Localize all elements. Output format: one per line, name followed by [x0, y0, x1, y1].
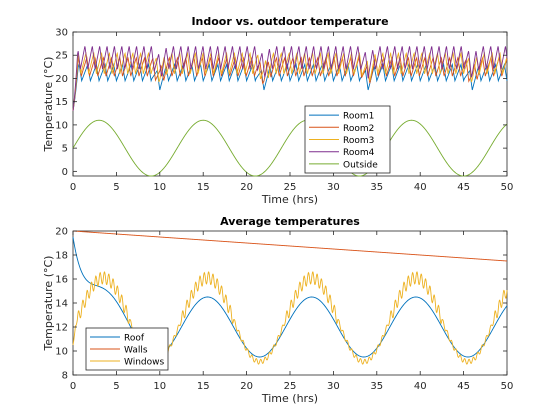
chart-top-xtick-label: 15 — [197, 182, 210, 193]
chart-top-plot: 0 5 10 15 20 25 30 35 40 45 50 0 5 10 15 20 25 30 — [55, 28, 513, 194]
chart-top-ytick-label: 0 — [62, 167, 68, 178]
chart-bottom-xtick-label: 15 — [197, 381, 210, 392]
chart-bottom-xtick-label: 20 — [240, 381, 253, 392]
chart-top-ytick-label: 15 — [55, 97, 68, 108]
chart-bottom-xtick-label: 25 — [284, 381, 297, 392]
chart-bottom-title: Average temperatures — [220, 215, 360, 228]
chart-top-legend: Room1 Room2 Room3 Room4 Outside — [304, 105, 391, 174]
chart-top: Indoor vs. outdoor temperature 0 5 10 15 20 2… — [42, 15, 513, 206]
chart-bottom-xtick-label: 30 — [327, 381, 340, 392]
chart-top-xtick-label: 45 — [457, 182, 470, 193]
chart-top-ytick-label: 30 — [55, 28, 68, 39]
chart-bottom-legend-label-roof: Roof — [124, 334, 145, 344]
chart-top-xtick-label: 35 — [370, 182, 383, 193]
chart-top-ytick-label: 20 — [55, 74, 68, 85]
chart-top-xtick-label: 10 — [153, 182, 166, 193]
chart-top-legend-label-room3: Room3 — [343, 136, 374, 146]
chart-bottom-line-walls — [72, 230, 508, 262]
chart-bottom-ylabel: Temperature (°C) — [42, 256, 55, 352]
chart-top-xtick-label: 5 — [113, 182, 119, 193]
chart-bottom-xlabel: Time (hrs) — [261, 392, 318, 405]
chart-top-line-room4 — [72, 46, 508, 112]
chart-bottom: Average temperatures 0 5 10 15 20 25 30 35 40 45 5… — [42, 215, 513, 405]
chart-bottom-xtick-label: 35 — [370, 381, 383, 392]
chart-bottom-ticks: 0 5 10 15 20 25 30 35 40 45 50 8 10 12 14 16 18 20 — [55, 227, 513, 393]
chart-top-xtick-label: 25 — [284, 182, 297, 193]
chart-top-xtick-label: 40 — [414, 182, 427, 193]
chart-top-ylabel: Temperature (°C) — [42, 57, 55, 153]
chart-bottom-xtick-label: 0 — [70, 381, 76, 392]
chart-bottom-legend: Roof Walls Windows — [85, 327, 169, 371]
chart-top-series — [72, 46, 508, 177]
chart-bottom-ytick-label: 16 — [55, 275, 68, 286]
chart-top-xtick-label: 30 — [327, 182, 340, 193]
chart-top-line-room3 — [72, 51, 508, 112]
chart-bottom-xtick-label: 45 — [457, 381, 470, 392]
chart-bottom-ytick-label: 14 — [55, 299, 68, 310]
chart-bottom-legend-label-windows: Windows — [124, 358, 164, 368]
chart-top-ytick-label: 10 — [55, 120, 68, 131]
chart-top-ytick-label: 25 — [55, 51, 68, 62]
chart-top-line-outside — [72, 119, 508, 177]
chart-bottom-xtick-label: 5 — [113, 381, 119, 392]
chart-top-legend-label-room1: Room1 — [343, 112, 374, 122]
chart-top-ytick-label: 5 — [62, 144, 68, 155]
chart-bottom-ytick-label: 8 — [62, 371, 68, 382]
chart-top-xlabel: Time (hrs) — [261, 193, 318, 206]
chart-bottom-ytick-label: 18 — [55, 251, 68, 262]
chart-bottom-ytick-label: 12 — [55, 323, 68, 334]
chart-bottom-ytick-label: 10 — [55, 347, 68, 358]
chart-bottom-legend-label-walls: Walls — [124, 346, 148, 356]
chart-top-legend-label-outside: Outside — [343, 160, 378, 170]
chart-bottom-ytick-label: 20 — [55, 227, 68, 238]
chart-top-legend-label-room2: Room2 — [343, 124, 374, 134]
chart-bottom-xtick-label: 10 — [153, 381, 166, 392]
chart-bottom-xtick-label: 50 — [501, 381, 514, 392]
chart-top-ticks: 0 5 10 15 20 25 30 35 40 45 50 0 5 10 15 20 25 30 — [55, 28, 513, 194]
chart-top-legend-label-room4: Room4 — [343, 148, 375, 158]
chart-top-xtick-label: 0 — [70, 182, 76, 193]
chart-top-xtick-label: 20 — [240, 182, 253, 193]
chart-top-title: Indoor vs. outdoor temperature — [191, 15, 388, 28]
chart-bottom-xtick-label: 40 — [414, 381, 427, 392]
chart-top-xtick-label: 50 — [501, 182, 514, 193]
